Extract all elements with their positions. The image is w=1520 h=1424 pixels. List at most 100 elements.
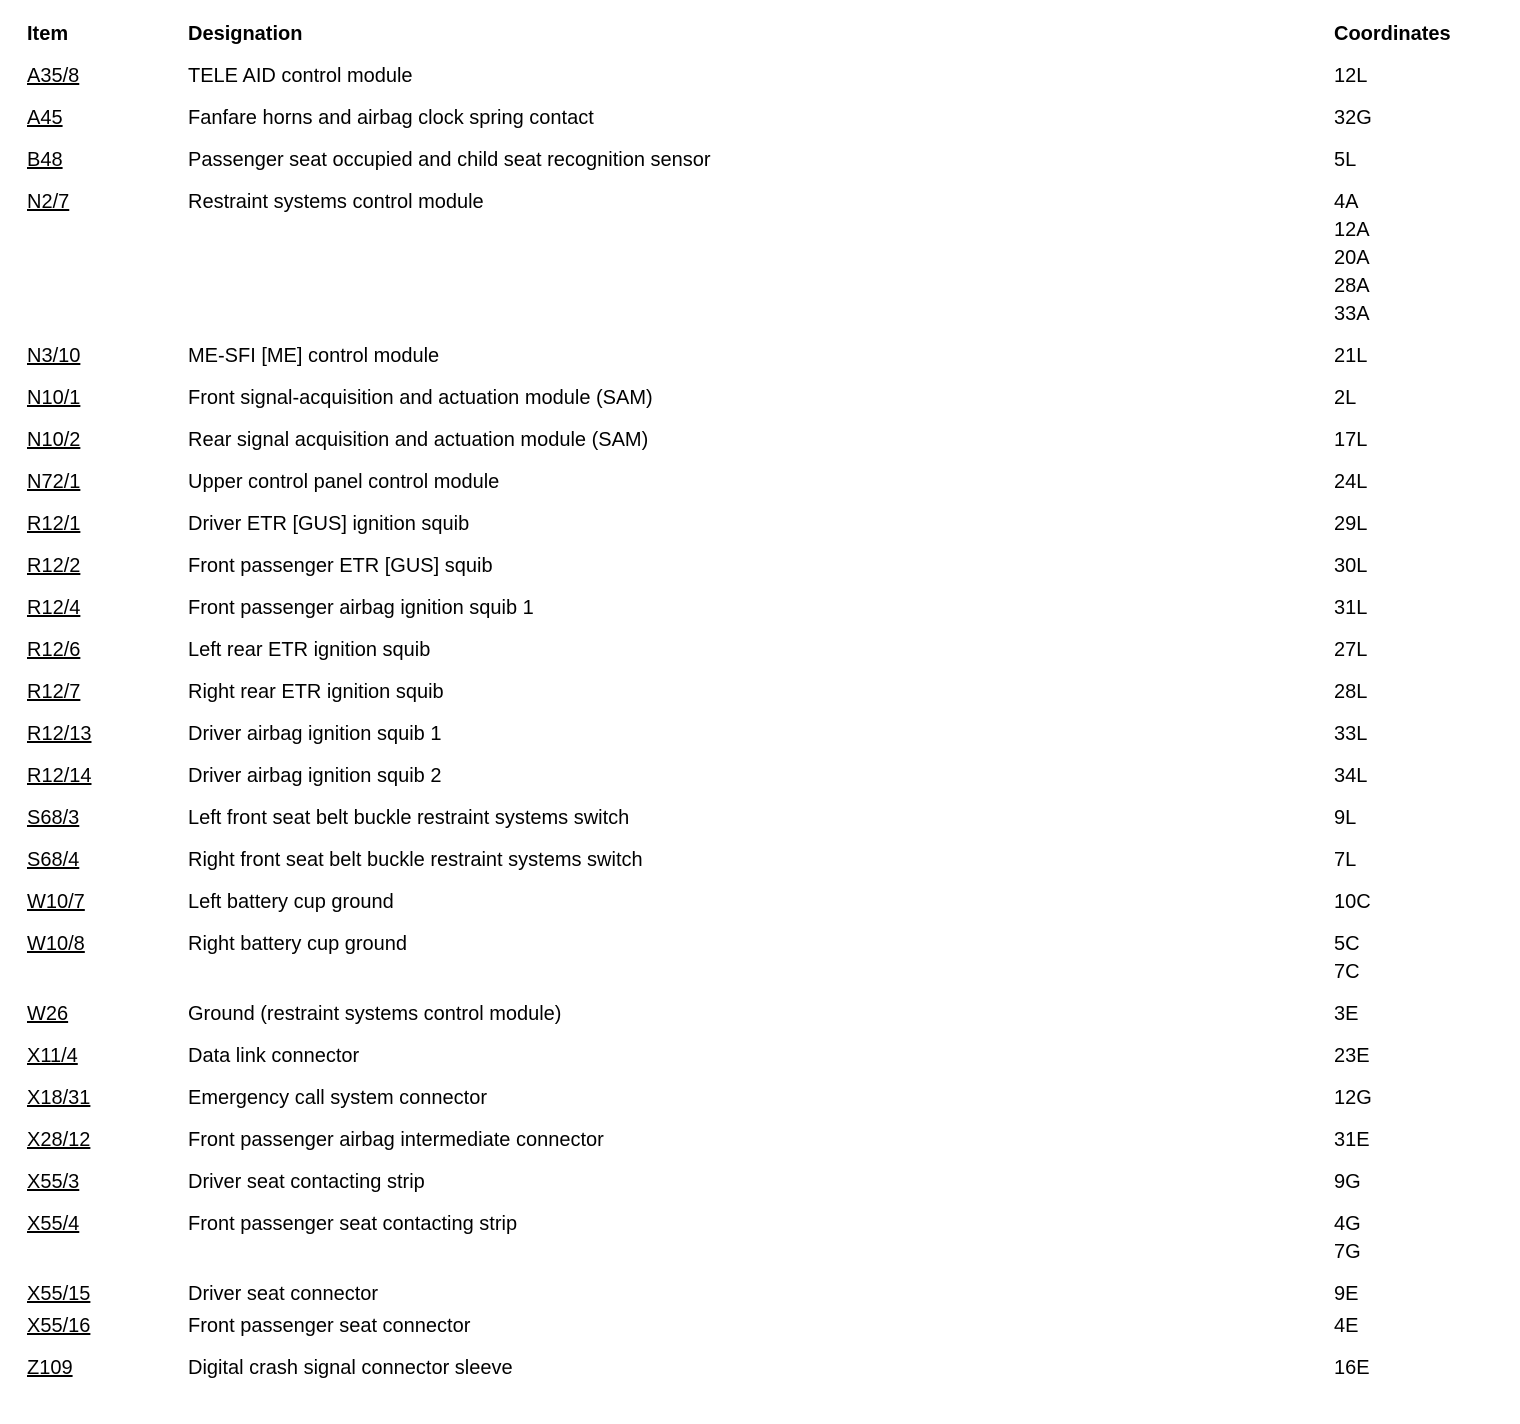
table-row: Z109 Digital crash signal connector slee…	[27, 1354, 1510, 1396]
coordinates-text: 31L	[1334, 597, 1368, 619]
item-code-link[interactable]: S68/3	[27, 807, 80, 829]
item-cell: X55/3	[27, 1168, 188, 1196]
coordinates-text: 28L	[1334, 681, 1368, 703]
table-row: W26 Ground (restraint systems control mo…	[27, 1000, 1510, 1042]
item-code-link[interactable]: Z109	[27, 1357, 73, 1379]
item-code-link[interactable]: X11/4	[27, 1045, 78, 1067]
designation-text: Driver seat contacting strip	[188, 1171, 425, 1193]
item-code-link[interactable]: W26	[27, 1003, 69, 1025]
column-header-designation: Designation	[188, 23, 303, 45]
item-code-link[interactable]: R12/2	[27, 555, 81, 577]
item-code-link[interactable]: X55/15	[27, 1283, 91, 1305]
table-row: W10/8 Right battery cup ground 5C 7C	[27, 930, 1510, 1000]
designation-text: Left front seat belt buckle restraint sy…	[188, 807, 630, 829]
item-cell: X55/15	[27, 1280, 188, 1308]
coordinates-text: 24L	[1334, 471, 1368, 493]
item-code-link[interactable]: X55/4	[27, 1213, 80, 1235]
designation-text: Front passenger ETR [GUS] squib	[188, 555, 493, 577]
coordinates-text: 10C	[1334, 891, 1371, 913]
item-cell: R12/14	[27, 762, 188, 790]
designation-text: Left battery cup ground	[188, 891, 394, 913]
item-code-link[interactable]: A35/8	[27, 65, 80, 87]
item-cell: N10/1	[27, 384, 188, 412]
item-code-link[interactable]: A45	[27, 107, 63, 129]
table-row: B48 Passenger seat occupied and child se…	[27, 146, 1510, 188]
item-code-link[interactable]: R12/4	[27, 597, 81, 619]
table-row: N72/1 Upper control panel control module…	[27, 468, 1510, 510]
coordinates-text: 32G	[1334, 107, 1372, 129]
coordinates-text: 2L	[1334, 387, 1357, 409]
item-cell: N72/1	[27, 468, 188, 496]
coordinates-text: 5C 7C	[1334, 933, 1360, 983]
item-code-link[interactable]: X28/12	[27, 1129, 91, 1151]
coordinates-text: 7L	[1334, 849, 1357, 871]
item-cell: S68/3	[27, 804, 188, 832]
item-cell: R12/13	[27, 720, 188, 748]
designation-text: Passenger seat occupied and child seat r…	[188, 149, 711, 171]
item-cell: X55/4	[27, 1210, 188, 1238]
item-code-link[interactable]: X55/16	[27, 1315, 91, 1337]
designation-text: Ground (restraint systems control module…	[188, 1003, 562, 1025]
item-cell: N2/7	[27, 188, 188, 216]
item-code-link[interactable]: W10/7	[27, 891, 85, 913]
designation-text: Emergency call system connector	[188, 1087, 488, 1109]
table-row: X18/31 Emergency call system connector 1…	[27, 1084, 1510, 1126]
item-code-link[interactable]: X55/3	[27, 1171, 80, 1193]
designation-text: Front passenger seat connector	[188, 1315, 471, 1337]
coordinates-text: 17L	[1334, 429, 1368, 451]
coordinates-text: 3E	[1334, 1003, 1359, 1025]
designation-text: Front passenger seat contacting strip	[188, 1213, 518, 1235]
item-cell: A45	[27, 104, 188, 132]
item-cell: B48	[27, 146, 188, 174]
item-code-link[interactable]: S68/4	[27, 849, 80, 871]
designation-text: Driver airbag ignition squib 2	[188, 765, 442, 787]
item-cell: Z109	[27, 1354, 188, 1382]
designation-text: Upper control panel control module	[188, 471, 500, 493]
designation-text: Left rear ETR ignition squib	[188, 639, 431, 661]
item-code-link[interactable]: R12/1	[27, 513, 81, 535]
designation-text: Data link connector	[188, 1045, 360, 1067]
item-code-link[interactable]: R12/14	[27, 765, 92, 787]
designation-text: Right front seat belt buckle restraint s…	[188, 849, 643, 871]
coordinates-text: 5L	[1334, 149, 1357, 171]
table-row: R12/7 Right rear ETR ignition squib 28L	[27, 678, 1510, 720]
item-cell: W26	[27, 1000, 188, 1028]
designation-text: Digital crash signal connector sleeve	[188, 1357, 513, 1379]
coordinates-text: 30L	[1334, 555, 1368, 577]
item-code-link[interactable]: X18/31	[27, 1087, 91, 1109]
item-code-link[interactable]: B48	[27, 149, 63, 171]
item-code-link[interactable]: W10/8	[27, 933, 85, 955]
item-code-link[interactable]: N10/2	[27, 429, 81, 451]
coordinates-text: 4E	[1334, 1315, 1359, 1337]
table-row: R12/6 Left rear ETR ignition squib 27L	[27, 636, 1510, 678]
item-code-link[interactable]: N3/10	[27, 345, 81, 367]
table-row: R12/1 Driver ETR [GUS] ignition squib 29…	[27, 510, 1510, 552]
table-header: Item Designation Coordinates	[27, 20, 1510, 62]
coordinates-text: 4A 12A 20A 28A 33A	[1334, 191, 1370, 325]
item-code-link[interactable]: R12/13	[27, 723, 92, 745]
item-cell: R12/2	[27, 552, 188, 580]
designation-text: Rear signal acquisition and actuation mo…	[188, 429, 649, 451]
table-row: A35/8 TELE AID control module 12L	[27, 62, 1510, 104]
table-row: R12/14 Driver airbag ignition squib 2 34…	[27, 762, 1510, 804]
item-code-link[interactable]: N72/1	[27, 471, 81, 493]
designation-text: TELE AID control module	[188, 65, 413, 87]
item-cell: A35/8	[27, 62, 188, 90]
table-row: A45 Fanfare horns and airbag clock sprin…	[27, 104, 1510, 146]
item-cell: R12/4	[27, 594, 188, 622]
table-row: R12/4 Front passenger airbag ignition sq…	[27, 594, 1510, 636]
item-code-link[interactable]: R12/7	[27, 681, 81, 703]
table-row: X55/4 Front passenger seat contacting st…	[27, 1210, 1510, 1280]
designation-text: Right battery cup ground	[188, 933, 408, 955]
table-body: A35/8 TELE AID control module 12L A45 Fa…	[27, 62, 1510, 1396]
item-cell: X28/12	[27, 1126, 188, 1154]
item-code-link[interactable]: N10/1	[27, 387, 81, 409]
designation-text: Restraint systems control module	[188, 191, 484, 213]
item-code-link[interactable]: R12/6	[27, 639, 81, 661]
designation-text: Driver airbag ignition squib 1	[188, 723, 442, 745]
item-code-link[interactable]: N2/7	[27, 191, 70, 213]
coordinates-text: 9L	[1334, 807, 1357, 829]
coordinates-text: 31E	[1334, 1129, 1370, 1151]
table-row: N10/1 Front signal-acquisition and actua…	[27, 384, 1510, 426]
coordinates-text: 33L	[1334, 723, 1368, 745]
